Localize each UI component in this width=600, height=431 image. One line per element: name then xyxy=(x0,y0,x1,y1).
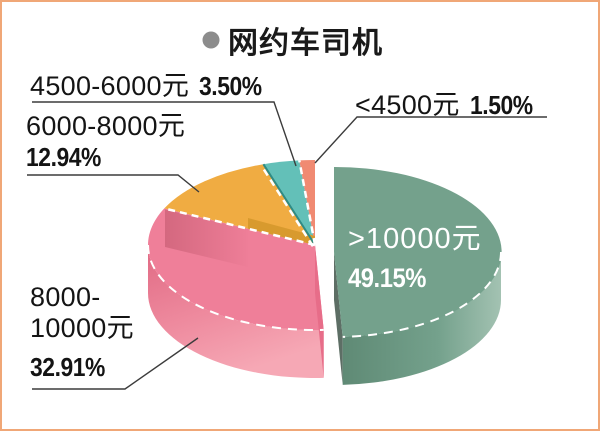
callout-percent: 1.50% xyxy=(469,90,533,120)
orange-inner-wall xyxy=(248,218,315,245)
teal-rim-dashed-arc xyxy=(342,251,502,338)
leader-line-6000-8000 xyxy=(27,174,200,193)
slice-8000-10000-wall xyxy=(148,245,324,379)
callout-percent: 3.50% xyxy=(199,71,262,101)
bullet-circle xyxy=(202,31,220,49)
pink-inner-wall xyxy=(165,209,248,267)
leader-line-lt4500 xyxy=(314,116,547,164)
callout-lt4500: <4500元 1.50% xyxy=(355,83,541,122)
pink-rim-dashed-arc xyxy=(147,244,324,332)
leader-line-8000-10000 xyxy=(32,337,199,390)
callout-range-label: <4500元 xyxy=(355,90,460,120)
slice-8000-10000-cut-face xyxy=(315,245,324,378)
separator-cyan-salmon xyxy=(298,160,317,246)
leader-line-4500-6000 xyxy=(32,101,297,167)
callout-6000-8000: 6000-8000元 12.94% xyxy=(26,111,185,173)
inslice-range-label: >10000元 xyxy=(348,223,482,255)
callout-8000-10000: 8000-10000元 32.91% xyxy=(30,282,150,383)
callout-range-label: 6000-8000元 xyxy=(26,111,186,141)
callout-percent: 32.91% xyxy=(30,352,105,382)
callout-range-label: 4500-6000元 xyxy=(30,71,190,101)
legend-bullet-icon xyxy=(202,31,220,49)
slice-6000-8000-top xyxy=(164,164,315,245)
separator-pink-orange xyxy=(164,207,316,247)
chart-title: 网约车司机 xyxy=(228,27,383,60)
slice-gt10000-top xyxy=(334,166,502,337)
callout-4500-6000: 4500-6000元 3.50% xyxy=(30,64,270,103)
callout-range-label: 8000-10000元 xyxy=(30,282,134,343)
slice-gt10000-wall xyxy=(342,252,501,385)
inslice-percent: 49.15% xyxy=(348,263,426,293)
label-gt10000: >10000元 49.15% xyxy=(348,215,482,294)
chart-title-row: 网约车司机 xyxy=(202,18,383,62)
cyan-slice-dark-edge xyxy=(262,163,316,246)
slice-gt10000-cut-face xyxy=(334,252,343,385)
separator-orange-cyan xyxy=(260,164,314,247)
callout-percent: 12.94% xyxy=(26,142,101,172)
